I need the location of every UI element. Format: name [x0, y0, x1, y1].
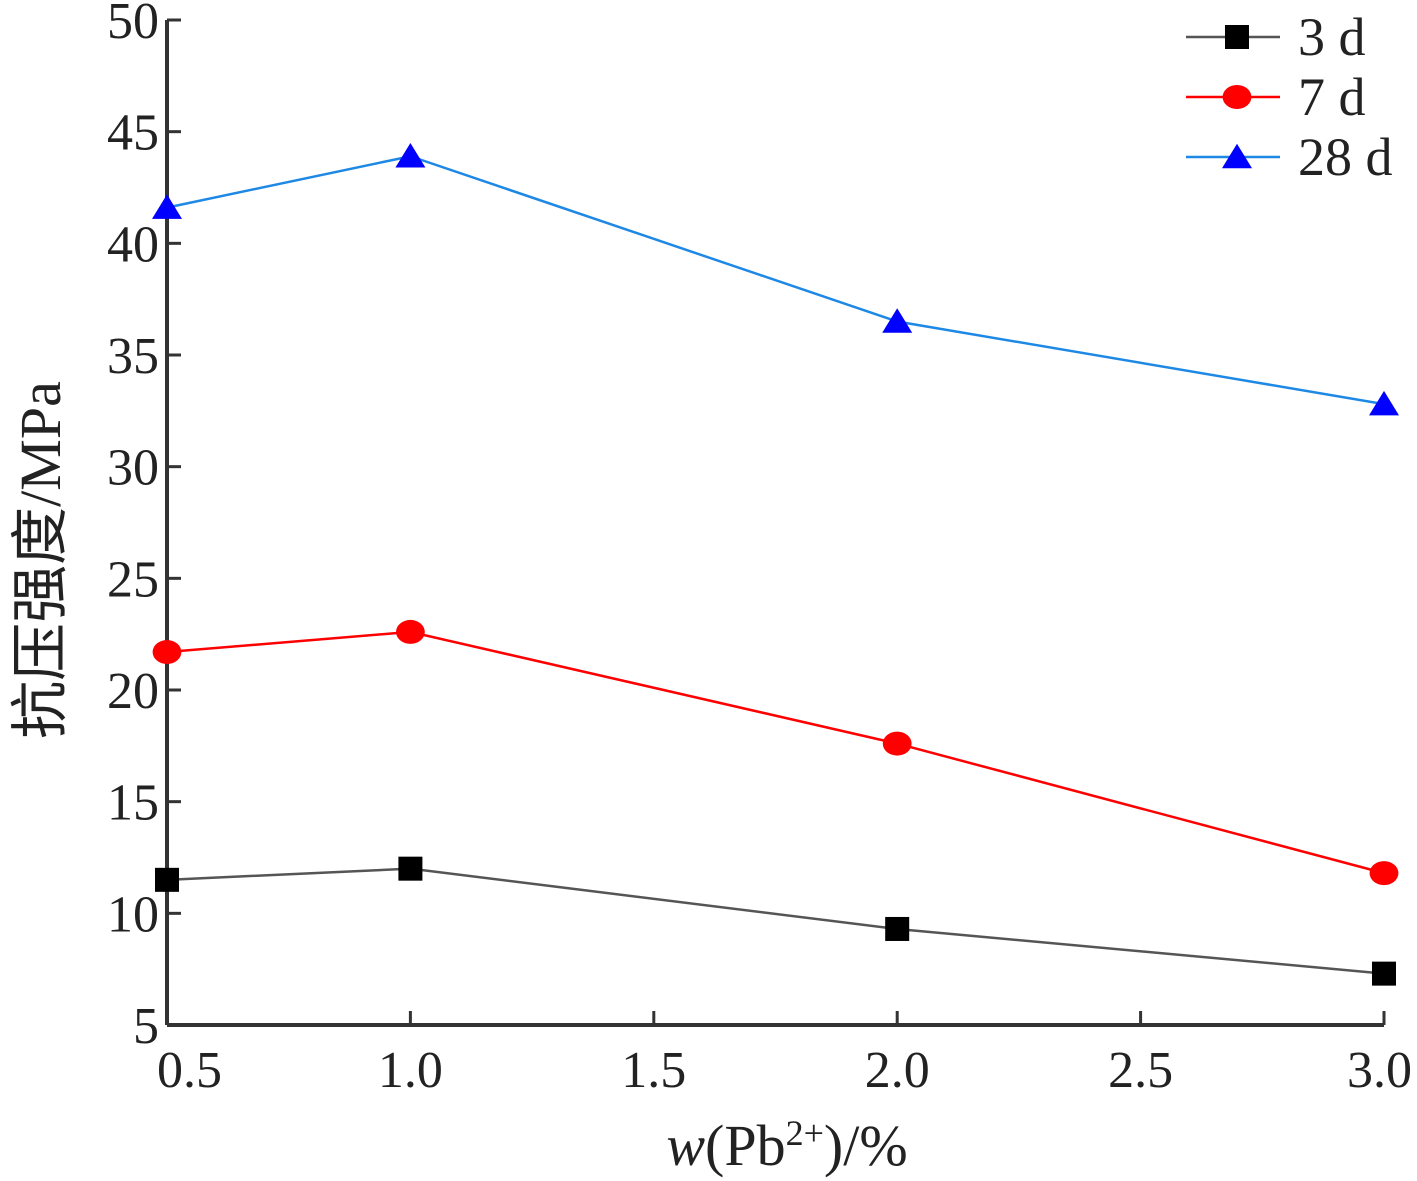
legend-label: 7 d	[1298, 67, 1366, 127]
legend-item: 28 d	[1186, 127, 1393, 187]
series-layer	[152, 143, 1399, 986]
legend-label: 28 d	[1298, 127, 1393, 187]
legend-item: 3 d	[1186, 7, 1366, 67]
data-point	[1369, 861, 1399, 886]
data-point	[1369, 390, 1399, 416]
x-tick-label: 3.0	[1347, 1042, 1412, 1099]
legend-marker	[1225, 25, 1249, 49]
y-tick-label: 5	[133, 998, 159, 1055]
x-tick-label: 2.5	[1108, 1042, 1173, 1099]
data-point	[885, 916, 910, 941]
legend-item: 7 d	[1186, 67, 1366, 127]
series-line	[166, 630, 1385, 875]
x-axis-title-suffix: )/%	[824, 1113, 908, 1178]
y-tick-label: 20	[107, 663, 159, 720]
x-axis-title-prefix: (Pb	[705, 1113, 786, 1178]
data-point	[398, 856, 423, 881]
y-axis-title: 抗压强度/MPa	[8, 381, 73, 739]
y-tick-label: 10	[107, 886, 159, 943]
y-tick-label: 35	[107, 328, 159, 385]
series-line	[166, 154, 1385, 406]
y-tick-label: 30	[107, 440, 159, 497]
y-axis: 5 10 15 20 25 30 35 40 45 50	[107, 0, 181, 1055]
series-line	[166, 867, 1385, 975]
x-axis-title-superscript: 2+	[786, 1113, 824, 1153]
data-point	[395, 143, 426, 168]
y-tick-label: 15	[107, 775, 159, 832]
x-axis-title-italic: w	[666, 1113, 705, 1178]
y-tick-label: 40	[107, 216, 159, 273]
y-tick-label: 50	[107, 0, 159, 50]
legend-label: 3 d	[1298, 7, 1366, 67]
legend-marker	[1222, 143, 1252, 169]
x-axis-title: w(Pb2+)/%	[666, 1113, 907, 1178]
legend-marker	[1222, 85, 1252, 109]
data-point	[152, 640, 182, 665]
series-2	[152, 143, 1399, 416]
y-tick-label: 45	[107, 105, 159, 162]
data-point	[882, 308, 913, 333]
series-0	[155, 856, 1396, 986]
x-tick-label: 0.5	[157, 1042, 222, 1099]
x-tick-label: 2.0	[865, 1042, 930, 1099]
data-point	[882, 731, 912, 756]
series-1	[152, 619, 1399, 886]
data-point	[152, 194, 182, 219]
data-point	[155, 867, 179, 892]
data-point	[396, 619, 425, 644]
legend: 3 d7 d28 d	[1186, 7, 1393, 187]
x-tick-label: 1.0	[378, 1042, 443, 1099]
x-axis: 0.5 1.0 1.5 2.0 2.5 3.0	[157, 1011, 1412, 1099]
data-point	[1372, 961, 1396, 986]
x-tick-label: 1.5	[621, 1042, 686, 1099]
y-tick-label: 25	[107, 551, 159, 608]
